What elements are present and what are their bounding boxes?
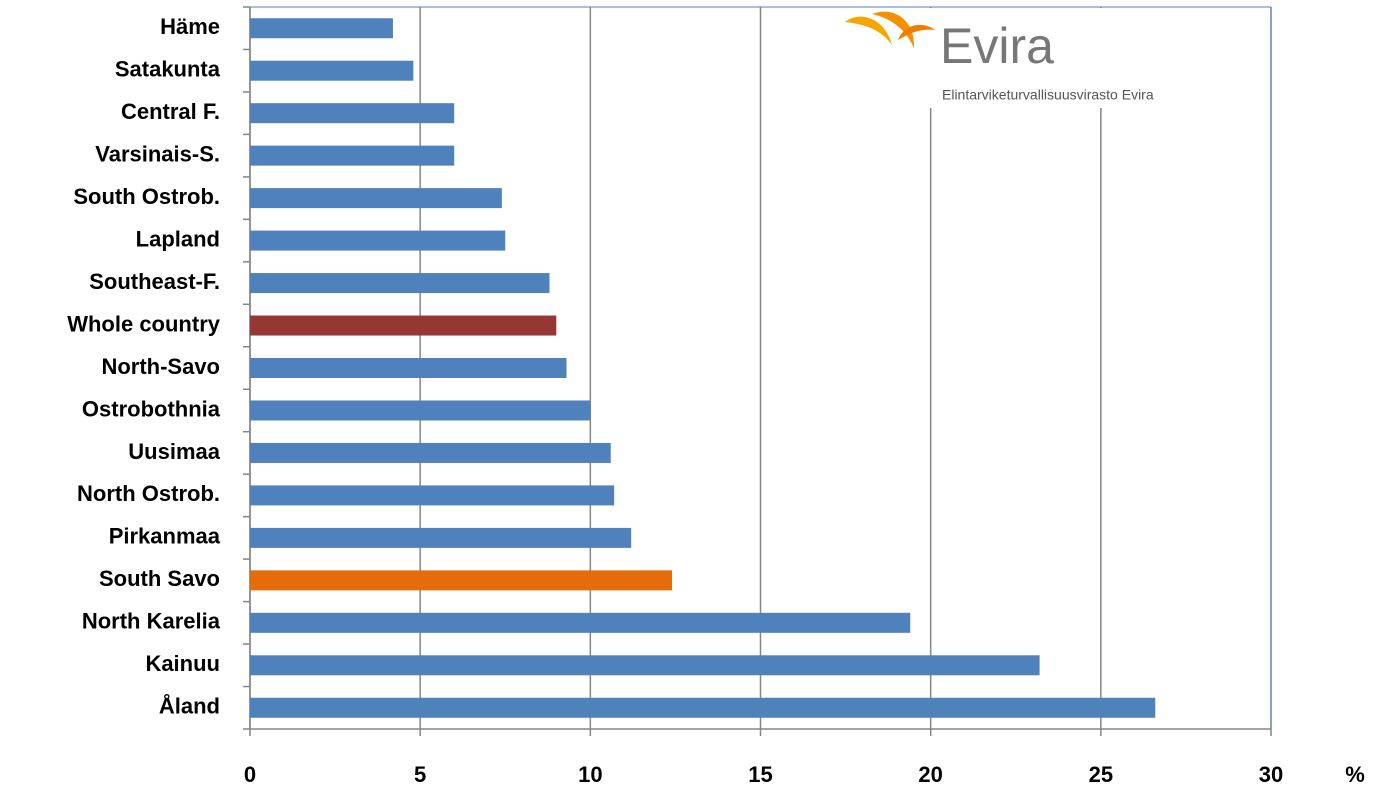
- y-tick-label: Whole country: [67, 311, 221, 336]
- y-tick-label: South Savo: [99, 566, 220, 591]
- bar: [250, 273, 550, 294]
- y-tick-label: Häme: [160, 14, 220, 39]
- bar: [250, 612, 911, 633]
- logo-swirl: [898, 24, 935, 40]
- x-tick-label: 20: [918, 762, 942, 787]
- x-axis-label: %: [1345, 762, 1365, 787]
- bar: [250, 527, 632, 548]
- bar: [250, 358, 567, 378]
- y-tick-label: Varsinais-S.: [95, 141, 220, 166]
- y-tick-label: North Karelia: [82, 609, 221, 634]
- y-tick-label: Satakunta: [115, 57, 221, 82]
- y-tick-label: Southeast-F.: [89, 269, 220, 294]
- x-tick-label: 30: [1259, 762, 1283, 787]
- bar: [250, 145, 455, 166]
- y-tick-label: Kainuu: [145, 651, 220, 676]
- y-tick-label: Lapland: [136, 226, 220, 251]
- logo-swirl: [872, 11, 915, 48]
- x-tick-label: 15: [748, 762, 772, 787]
- logo: Evira Elintarviketurvallisuusvirasto Evir…: [838, 8, 1238, 108]
- bar: [250, 570, 673, 591]
- bar: [250, 485, 615, 506]
- y-tick-label: Uusimaa: [128, 439, 220, 464]
- x-tick-label: 10: [578, 762, 602, 787]
- y-tick-label: Pirkanmaa: [109, 524, 221, 549]
- bar: [250, 188, 502, 209]
- logo-subtitle: Elintarviketurvallisuusvirasto Evira: [942, 87, 1154, 103]
- y-tick-label: South Ostrob.: [73, 184, 220, 209]
- logo-name: Evira: [940, 18, 1054, 74]
- y-tick-label: North Ostrob.: [77, 481, 220, 506]
- x-tick-label: 0: [244, 762, 256, 787]
- y-tick-label: Central F.: [121, 99, 220, 124]
- bar: [250, 655, 1040, 676]
- bar: [250, 697, 1156, 718]
- logo-swirl: [845, 16, 892, 45]
- bar: [250, 400, 591, 421]
- bar: [250, 230, 506, 251]
- y-tick-label: Åland: [159, 693, 220, 719]
- bar: [250, 103, 455, 124]
- x-tick-label: 25: [1089, 762, 1113, 787]
- bar: [250, 18, 393, 39]
- y-tick-label: North-Savo: [101, 354, 220, 379]
- x-tick-label: 5: [414, 762, 426, 787]
- bar: [250, 60, 414, 81]
- bar: [250, 442, 611, 463]
- y-tick-label: Ostrobothnia: [82, 396, 221, 421]
- bar: [250, 315, 557, 336]
